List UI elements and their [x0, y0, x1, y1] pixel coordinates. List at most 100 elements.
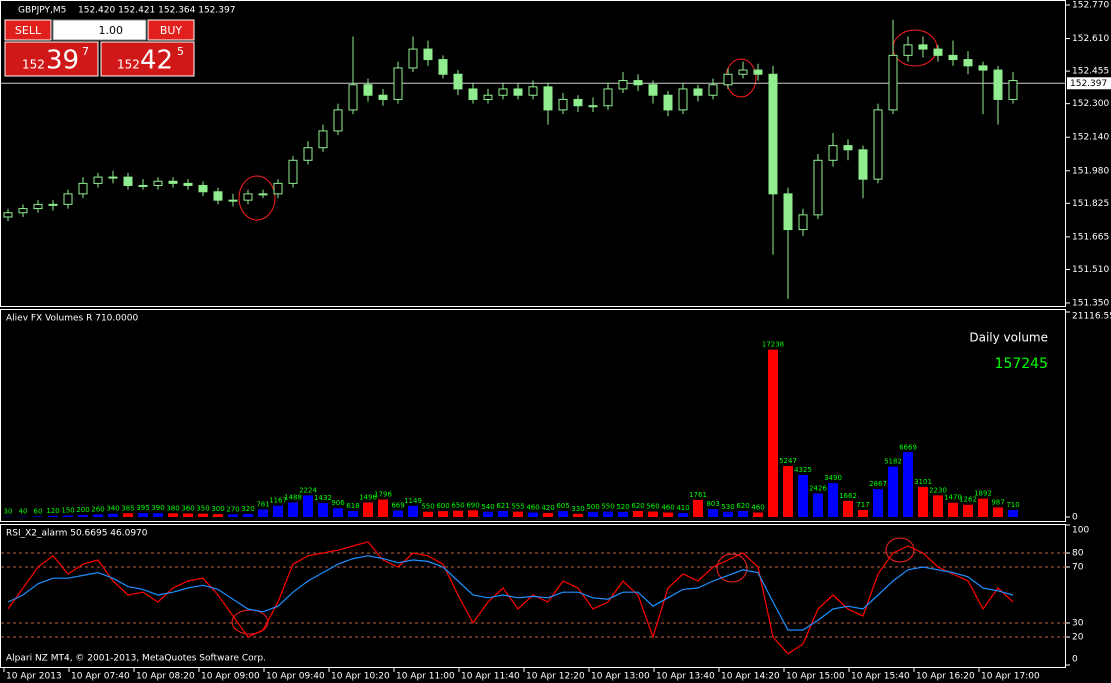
volume-label: 260	[91, 505, 104, 513]
volume-label: 600	[436, 502, 449, 510]
volume-label: 270	[226, 505, 239, 513]
volume-label: 390	[151, 504, 164, 512]
volume-label: 17238	[762, 341, 784, 349]
volume-label: 1796	[374, 491, 392, 499]
candle-body	[753, 69, 763, 75]
volume-bar	[768, 349, 778, 517]
volume-bar	[183, 513, 193, 517]
volume-label: 5182	[884, 458, 902, 466]
volume-label: 2230	[929, 486, 947, 494]
trade-panel: SELL 1.00 BUY 152 39 7 152 42 5	[4, 19, 195, 77]
volume-label: 60	[34, 507, 43, 515]
volume-bar	[393, 510, 403, 517]
volume-bar	[708, 509, 718, 517]
candle-body	[963, 59, 973, 67]
candle-body	[618, 80, 628, 90]
candle-body	[543, 86, 553, 111]
candle-body	[843, 145, 853, 151]
volume-label: 1167	[269, 497, 287, 505]
volume-bar	[438, 511, 448, 517]
y-tick-label: 21116.55	[1072, 312, 1111, 322]
volume-label: 1470	[944, 494, 962, 502]
volume-bar	[723, 511, 733, 517]
volume-bar	[408, 505, 418, 517]
volume-label: 605	[556, 502, 569, 510]
volume-label: 550	[421, 503, 434, 511]
sell-button[interactable]	[4, 19, 52, 41]
candle-body	[798, 214, 808, 231]
volume-label: 1892	[974, 490, 992, 498]
candle-body	[903, 44, 913, 56]
buy-button[interactable]	[147, 19, 195, 41]
volume-bar	[78, 515, 88, 517]
candle-body	[33, 203, 43, 210]
volume-bar	[228, 514, 238, 517]
volume-label: 2426	[809, 484, 827, 492]
buy-price-box[interactable]	[100, 41, 195, 77]
volume-label: 540	[481, 503, 494, 511]
volume-bar	[63, 515, 73, 517]
candle-body	[483, 94, 493, 100]
candle-body	[648, 84, 658, 96]
volume-bar	[663, 512, 673, 517]
sell-price-box[interactable]	[4, 41, 99, 77]
volume-label: 3101	[914, 478, 932, 486]
volume-label: 555	[511, 503, 524, 511]
candle-body	[3, 212, 13, 218]
candle-body	[213, 191, 223, 201]
volume-bar	[348, 511, 358, 517]
volume-label: 1662	[839, 492, 857, 500]
candle-body	[933, 48, 943, 56]
volume-label: 781	[256, 500, 269, 508]
volume-bar	[138, 513, 148, 517]
y-tick-label: 0	[1072, 513, 1078, 523]
candle-body	[558, 98, 568, 111]
lot-input[interactable]	[52, 19, 147, 41]
volume-label: 5247	[779, 457, 797, 465]
volume-label: 1149	[404, 497, 422, 505]
volume-bar	[528, 512, 538, 517]
volume-label: 906	[331, 499, 345, 507]
candle-body	[93, 176, 103, 184]
y-tick-label: 100	[1072, 526, 1089, 536]
time-label: 10 Apr 2013	[6, 672, 62, 682]
daily-label: Daily volume	[969, 331, 1048, 345]
candle-body	[348, 84, 358, 111]
time-label: 10 Apr 11:40	[461, 672, 520, 682]
candle-body	[423, 48, 433, 61]
candle-body	[783, 193, 793, 231]
volume-bar	[558, 511, 568, 517]
volume-label: 717	[856, 501, 869, 509]
y-tick-label: 0	[1072, 655, 1078, 665]
volume-label: 710	[1006, 501, 1019, 509]
candle-body	[18, 208, 28, 214]
candle-body	[663, 94, 673, 111]
candle-body	[243, 193, 253, 201]
candle-body	[978, 65, 988, 71]
candle-body	[78, 182, 88, 195]
volume-label: 520	[616, 503, 629, 511]
y-tick-label: 152.770	[1072, 1, 1109, 11]
candle-body	[633, 80, 643, 86]
time-label: 10 Apr 16:20	[916, 672, 975, 682]
candle-body	[153, 180, 163, 186]
time-label: 10 Apr 13:40	[656, 672, 715, 682]
volume-bar	[303, 495, 313, 517]
candle-body	[918, 44, 928, 50]
volume-bar	[288, 502, 298, 517]
candle-body	[858, 149, 868, 180]
volume-bar	[543, 512, 553, 517]
volume-label: 620	[736, 502, 749, 510]
volume-label: 1496	[359, 493, 377, 501]
volume-bar	[468, 510, 478, 517]
volume-label: 460	[526, 504, 539, 512]
volume-title: Aliev FX Volumes R 710.0000	[6, 314, 138, 324]
volume-bar	[513, 511, 523, 517]
sell-prefix: 152	[22, 58, 45, 72]
volume-bar	[678, 513, 688, 517]
volume-label: 650	[451, 502, 464, 510]
candle-body	[138, 184, 148, 187]
candle-body	[1008, 80, 1018, 100]
buy-label: BUY	[160, 24, 183, 37]
